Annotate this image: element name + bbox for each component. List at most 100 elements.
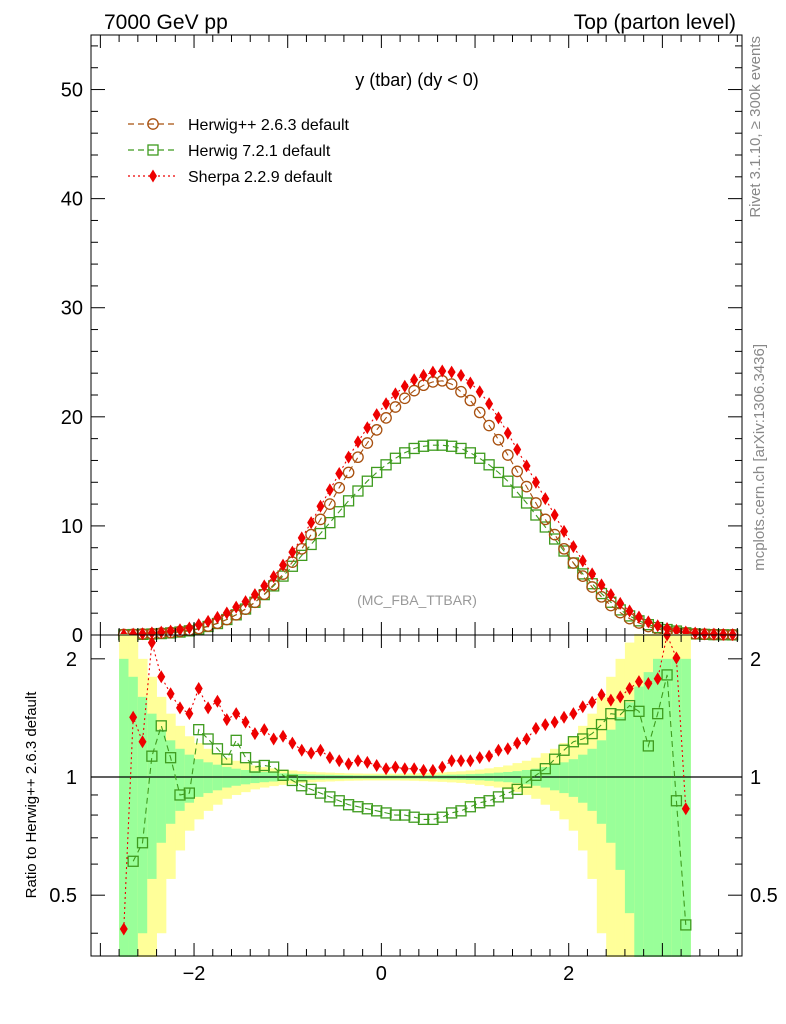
sherpa-point xyxy=(279,558,288,572)
ratio-sherpa-point xyxy=(531,721,540,735)
header-energy: 7000 GeV pp xyxy=(104,11,228,34)
herwig7-point xyxy=(492,466,505,479)
sherpa-point xyxy=(475,385,484,399)
sherpa-point xyxy=(260,579,269,593)
uncertainty-band-inner xyxy=(184,754,195,803)
ratio-sherpa-point xyxy=(391,760,400,774)
ratio-sherpa-point xyxy=(681,802,690,816)
herwig7-point xyxy=(380,459,392,471)
ratio-y-tick-label: 0.5 xyxy=(49,885,77,907)
uncertainty-band-inner xyxy=(156,729,167,843)
herwig7-point xyxy=(371,466,383,479)
ratio-sherpa-point xyxy=(466,754,475,768)
ratio-sherpa-point xyxy=(503,742,512,756)
ratio-herwig7-point xyxy=(511,783,523,796)
uncertainty-band-inner xyxy=(137,696,148,934)
herwig7-point xyxy=(483,459,495,471)
sherpa-point xyxy=(157,625,166,639)
rivet-version-label: Rivet 3.1.10, ≥ 300k events xyxy=(747,36,764,218)
ratio-sherpa-point xyxy=(213,694,222,708)
uncertainty-band-inner xyxy=(596,740,607,824)
sherpa-point xyxy=(222,606,231,620)
herwigpp-point xyxy=(455,385,467,398)
ratio-herwig7-point xyxy=(539,763,551,775)
ratio-panel: 0.5 0.51 12 2 −2 0 2 Ratio to Herwig++ 2.6.3 … xyxy=(23,628,778,985)
uncertainty-band-inner xyxy=(559,762,570,794)
ratio-sherpa-point xyxy=(550,715,559,729)
sherpa-point xyxy=(503,426,512,440)
sherpa-point xyxy=(625,604,634,618)
sherpa-point xyxy=(466,376,475,390)
sherpa-point xyxy=(185,621,194,635)
herwigpp-point xyxy=(558,542,570,555)
main-y-tick-label: 10 xyxy=(61,516,83,538)
ratio-herwig7-point xyxy=(202,733,214,745)
sherpa-point xyxy=(531,475,540,489)
uncertainty-band-inner xyxy=(653,658,663,957)
ratio-sherpa-point xyxy=(560,710,569,724)
ratio-sherpa-point xyxy=(335,754,344,768)
ratio-sherpa-point xyxy=(204,701,213,715)
ratio-herwig7-point xyxy=(530,769,542,781)
ratio-sherpa-point xyxy=(269,732,278,746)
ratio-sherpa-point xyxy=(438,760,447,774)
main-y-tick-label: 40 xyxy=(61,189,83,211)
ratio-sherpa-point xyxy=(578,700,587,714)
ratio-herwig7-point xyxy=(633,705,645,717)
ratio-herwig7-point xyxy=(127,855,139,867)
ratio-herwig7-point xyxy=(474,797,486,809)
ratio-y-tick-label-right: 1 xyxy=(750,767,761,789)
ratio-sherpa-point xyxy=(447,754,456,768)
uncertainty-band-inner xyxy=(165,740,176,824)
legend-marker-sherpa xyxy=(149,169,157,183)
herwigpp-point xyxy=(511,465,524,478)
uncertainty-band-inner xyxy=(568,759,579,797)
ratio-herwig7-point xyxy=(670,795,683,807)
sherpa-point xyxy=(391,387,400,401)
ratio-sherpa-point xyxy=(138,735,147,749)
x-tick-label: 0 xyxy=(376,963,387,985)
ratio-herwig7-point xyxy=(211,743,224,755)
main-panel: 0 10 20 30 40 50 y (tbar) (dy < 0) (MC_FBA_TT… xyxy=(61,34,743,647)
sherpa-point xyxy=(700,627,709,641)
main-y-tick-label: 0 xyxy=(72,625,83,647)
main-y-tick-label: 20 xyxy=(61,407,83,429)
herwigpp-point xyxy=(586,581,598,593)
sherpa-point xyxy=(353,435,362,449)
ratio-sherpa-point xyxy=(344,757,353,771)
legend-marker-herwigpp xyxy=(147,118,159,130)
herwig7-point xyxy=(511,486,523,498)
uncertainty-band-inner xyxy=(662,658,673,957)
sherpa-point xyxy=(307,516,316,530)
uncertainty-band-inner xyxy=(643,672,654,957)
herwigpp-point xyxy=(576,570,589,582)
sherpa-point xyxy=(147,626,156,640)
herwig7-point xyxy=(502,475,514,487)
herwig7-point xyxy=(530,509,542,521)
ratio-herwig7-point xyxy=(239,752,252,764)
herwigpp-point xyxy=(361,437,374,449)
herwigpp-point xyxy=(314,513,327,526)
sherpa-point xyxy=(419,368,428,382)
herwig7-point xyxy=(520,497,533,509)
sherpa-point xyxy=(663,621,672,635)
ratio-sherpa-point xyxy=(166,687,175,701)
ratio-herwig7-point xyxy=(520,776,533,788)
herwig7-point xyxy=(549,533,561,545)
ratio-sherpa-point xyxy=(569,707,578,721)
herwig7-point xyxy=(455,442,467,455)
ratio-herwig7-point xyxy=(595,718,608,731)
sherpa-point xyxy=(288,545,297,559)
sherpa-point xyxy=(653,619,662,633)
uncertainty-band-inner xyxy=(194,759,204,797)
herwigpp-point xyxy=(539,513,552,526)
ratio-herwig7-point xyxy=(455,805,467,817)
herwigpp-point xyxy=(492,433,505,446)
herwigpp-point xyxy=(333,481,346,494)
sherpa-point xyxy=(363,421,372,435)
herwigpp-point xyxy=(520,480,533,493)
ratio-herwig7-point xyxy=(193,724,205,736)
ratio-sherpa-point xyxy=(297,743,306,757)
ratio-sherpa-point xyxy=(522,732,531,746)
ratio-herwig7-point xyxy=(558,744,570,756)
